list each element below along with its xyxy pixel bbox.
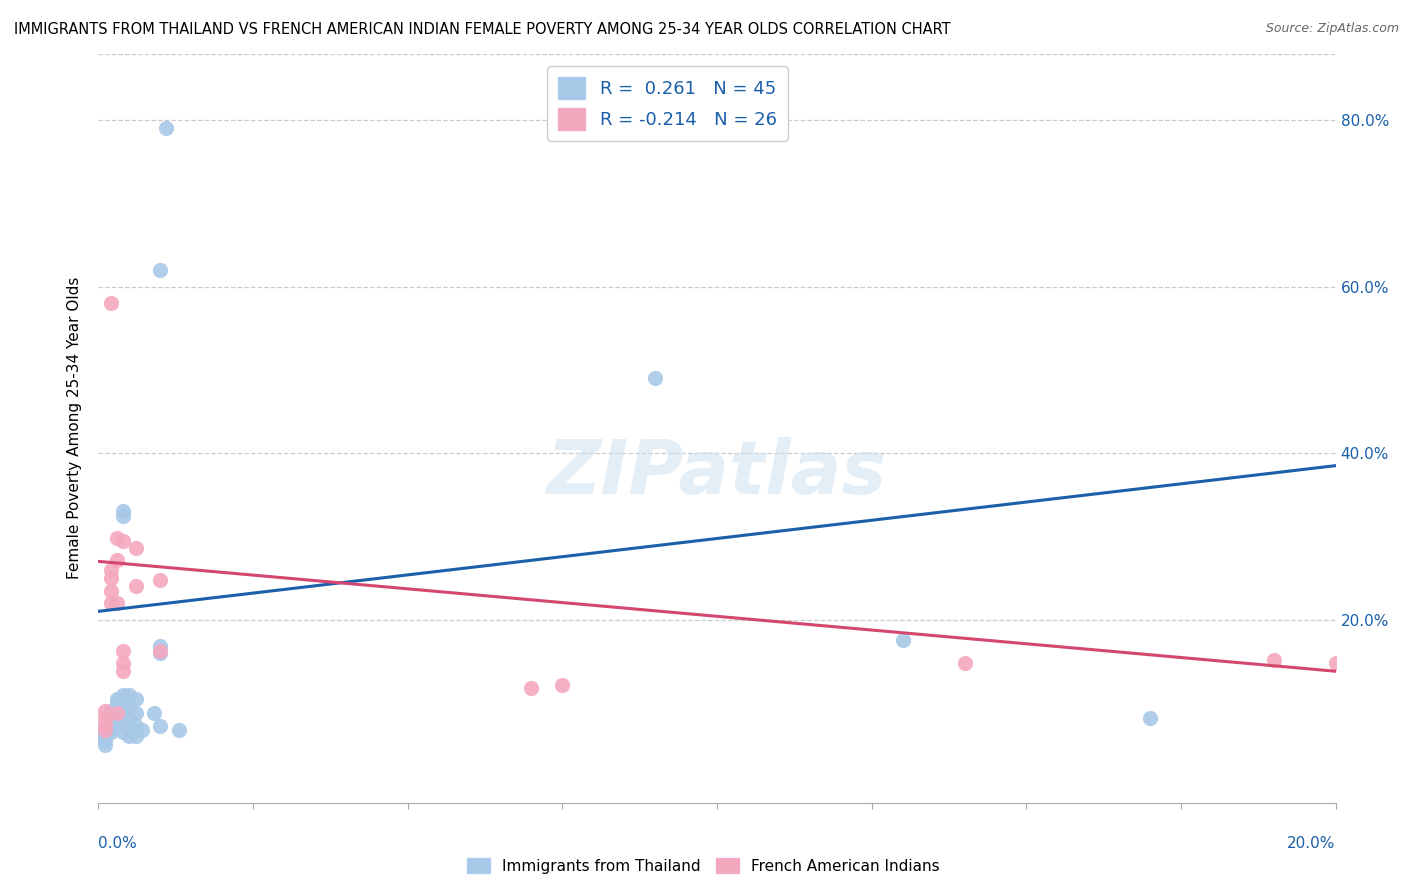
- Point: [100, 296, 122, 310]
- Point: [93, 721, 115, 735]
- Point: [100, 725, 122, 739]
- Point: [149, 640, 172, 654]
- Point: [112, 644, 135, 658]
- Point: [149, 719, 172, 733]
- Point: [105, 696, 128, 710]
- Point: [551, 677, 574, 691]
- Point: [124, 541, 146, 555]
- Point: [124, 719, 146, 733]
- Point: [124, 691, 146, 706]
- Point: [149, 573, 172, 587]
- Point: [100, 563, 122, 577]
- Point: [100, 708, 122, 723]
- Point: [112, 508, 135, 523]
- Text: ZIPatlas: ZIPatlas: [547, 436, 887, 509]
- Point: [112, 504, 135, 518]
- Point: [100, 713, 122, 727]
- Point: [100, 704, 122, 718]
- Point: [131, 723, 153, 737]
- Point: [100, 596, 122, 610]
- Point: [112, 688, 135, 702]
- Legend: Immigrants from Thailand, French American Indians: Immigrants from Thailand, French America…: [461, 852, 945, 880]
- Point: [118, 711, 141, 725]
- Point: [149, 263, 172, 277]
- Point: [118, 700, 141, 714]
- Point: [112, 665, 135, 679]
- Point: [112, 704, 135, 718]
- Point: [93, 725, 115, 739]
- Point: [93, 738, 115, 752]
- Point: [93, 723, 115, 737]
- Point: [112, 656, 135, 670]
- Point: [105, 700, 128, 714]
- Point: [105, 531, 128, 545]
- Point: [100, 571, 122, 585]
- Point: [105, 714, 128, 729]
- Point: [93, 711, 115, 725]
- Point: [124, 706, 146, 720]
- Point: [118, 729, 141, 743]
- Point: [105, 552, 128, 566]
- Point: [953, 656, 976, 670]
- Point: [105, 704, 128, 718]
- Point: [100, 583, 122, 598]
- Point: [93, 731, 115, 745]
- Point: [100, 721, 122, 735]
- Point: [112, 696, 135, 710]
- Text: IMMIGRANTS FROM THAILAND VS FRENCH AMERICAN INDIAN FEMALE POVERTY AMONG 25-34 YE: IMMIGRANTS FROM THAILAND VS FRENCH AMERI…: [14, 22, 950, 37]
- Point: [112, 725, 135, 739]
- Point: [93, 704, 115, 718]
- Point: [143, 706, 166, 720]
- Point: [118, 688, 141, 702]
- Point: [100, 716, 122, 731]
- Point: [155, 121, 177, 136]
- Legend: R =  0.261   N = 45, R = -0.214   N = 26: R = 0.261 N = 45, R = -0.214 N = 26: [547, 66, 787, 141]
- Point: [124, 729, 146, 743]
- Point: [105, 708, 128, 723]
- Y-axis label: Female Poverty Among 25-34 Year Olds: Female Poverty Among 25-34 Year Olds: [67, 277, 83, 579]
- Point: [93, 733, 115, 747]
- Text: 0.0%: 0.0%: [98, 836, 138, 851]
- Point: [1263, 652, 1285, 666]
- Point: [112, 716, 135, 731]
- Point: [105, 691, 128, 706]
- Point: [1324, 656, 1347, 670]
- Point: [891, 633, 914, 648]
- Text: 20.0%: 20.0%: [1288, 836, 1336, 851]
- Text: Source: ZipAtlas.com: Source: ZipAtlas.com: [1265, 22, 1399, 36]
- Point: [112, 533, 135, 548]
- Point: [93, 729, 115, 743]
- Point: [118, 721, 141, 735]
- Point: [105, 596, 128, 610]
- Point: [1139, 711, 1161, 725]
- Point: [149, 644, 172, 658]
- Point: [105, 706, 128, 720]
- Point: [520, 681, 543, 695]
- Point: [167, 723, 190, 737]
- Point: [644, 371, 666, 385]
- Point: [149, 646, 172, 660]
- Point: [124, 579, 146, 593]
- Point: [93, 716, 115, 731]
